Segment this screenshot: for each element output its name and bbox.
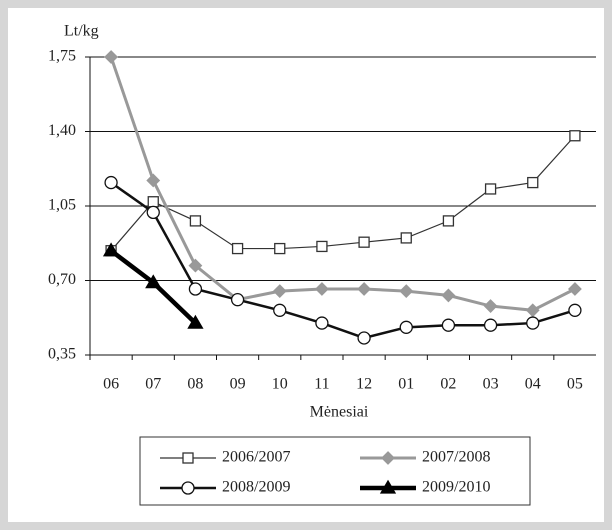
y-tick-label: 1,75 [48, 48, 76, 65]
marker [273, 303, 287, 317]
x-tick-label: 10 [272, 376, 288, 393]
marker [187, 314, 204, 329]
marker [400, 232, 412, 244]
y-tick-label: 1,40 [48, 122, 76, 139]
x-tick-label: 06 [103, 376, 119, 393]
marker [316, 240, 328, 253]
marker [568, 303, 582, 317]
marker [441, 288, 456, 303]
y-tick-label: 0,35 [48, 346, 76, 363]
x-tick-label: 11 [314, 376, 329, 393]
x-tick-label: 01 [398, 376, 414, 393]
legend-box [139, 436, 531, 506]
series-line [110, 135, 576, 252]
marker [146, 205, 160, 220]
x-tick-label: 05 [567, 376, 583, 393]
x-tick-label: 07 [145, 376, 161, 393]
marker [104, 175, 118, 190]
marker [527, 176, 539, 189]
marker [484, 183, 497, 195]
series-line [110, 181, 576, 340]
x-tick-label: 04 [525, 376, 541, 393]
marker [526, 316, 540, 330]
marker [314, 282, 329, 296]
y-tick-label: 1,05 [48, 197, 76, 214]
marker [442, 215, 455, 227]
marker [272, 284, 287, 299]
marker [483, 299, 498, 313]
marker [102, 242, 120, 257]
marker [441, 318, 456, 332]
x-tick-label: 02 [440, 376, 456, 393]
marker [188, 258, 203, 273]
marker [188, 282, 203, 296]
legend-marker [381, 451, 395, 465]
marker [357, 331, 371, 345]
marker [189, 215, 202, 227]
marker [569, 130, 581, 142]
series-line [109, 56, 576, 312]
marker [399, 284, 414, 299]
marker [145, 274, 162, 289]
legend-marker [379, 479, 397, 494]
x-tick-label: 03 [483, 376, 499, 393]
marker [483, 318, 498, 332]
legend-marker [182, 452, 194, 464]
marker [147, 196, 159, 208]
legend-marker [181, 481, 195, 495]
marker [231, 242, 244, 255]
y-tick-label: 0,70 [48, 271, 76, 288]
marker [315, 316, 329, 330]
marker [230, 293, 245, 307]
marker [399, 320, 413, 334]
marker [104, 50, 119, 64]
x-tick-label: 12 [356, 376, 372, 393]
legend-label: 2006/2007 [222, 449, 290, 466]
legend-label: 2007/2008 [422, 449, 490, 466]
y-axis-label: Lt/kg [64, 23, 99, 40]
marker [357, 282, 372, 296]
x-tick-label: 08 [187, 376, 203, 393]
legend-label: 2008/2009 [222, 479, 290, 496]
x-tick-label: 09 [230, 376, 246, 393]
marker [567, 282, 582, 296]
marker [146, 173, 161, 188]
marker [525, 303, 540, 318]
x-axis-label: Mėnesiai [310, 404, 369, 421]
legend-label: 2009/2010 [422, 479, 490, 496]
marker [358, 236, 370, 248]
marker [274, 242, 286, 255]
